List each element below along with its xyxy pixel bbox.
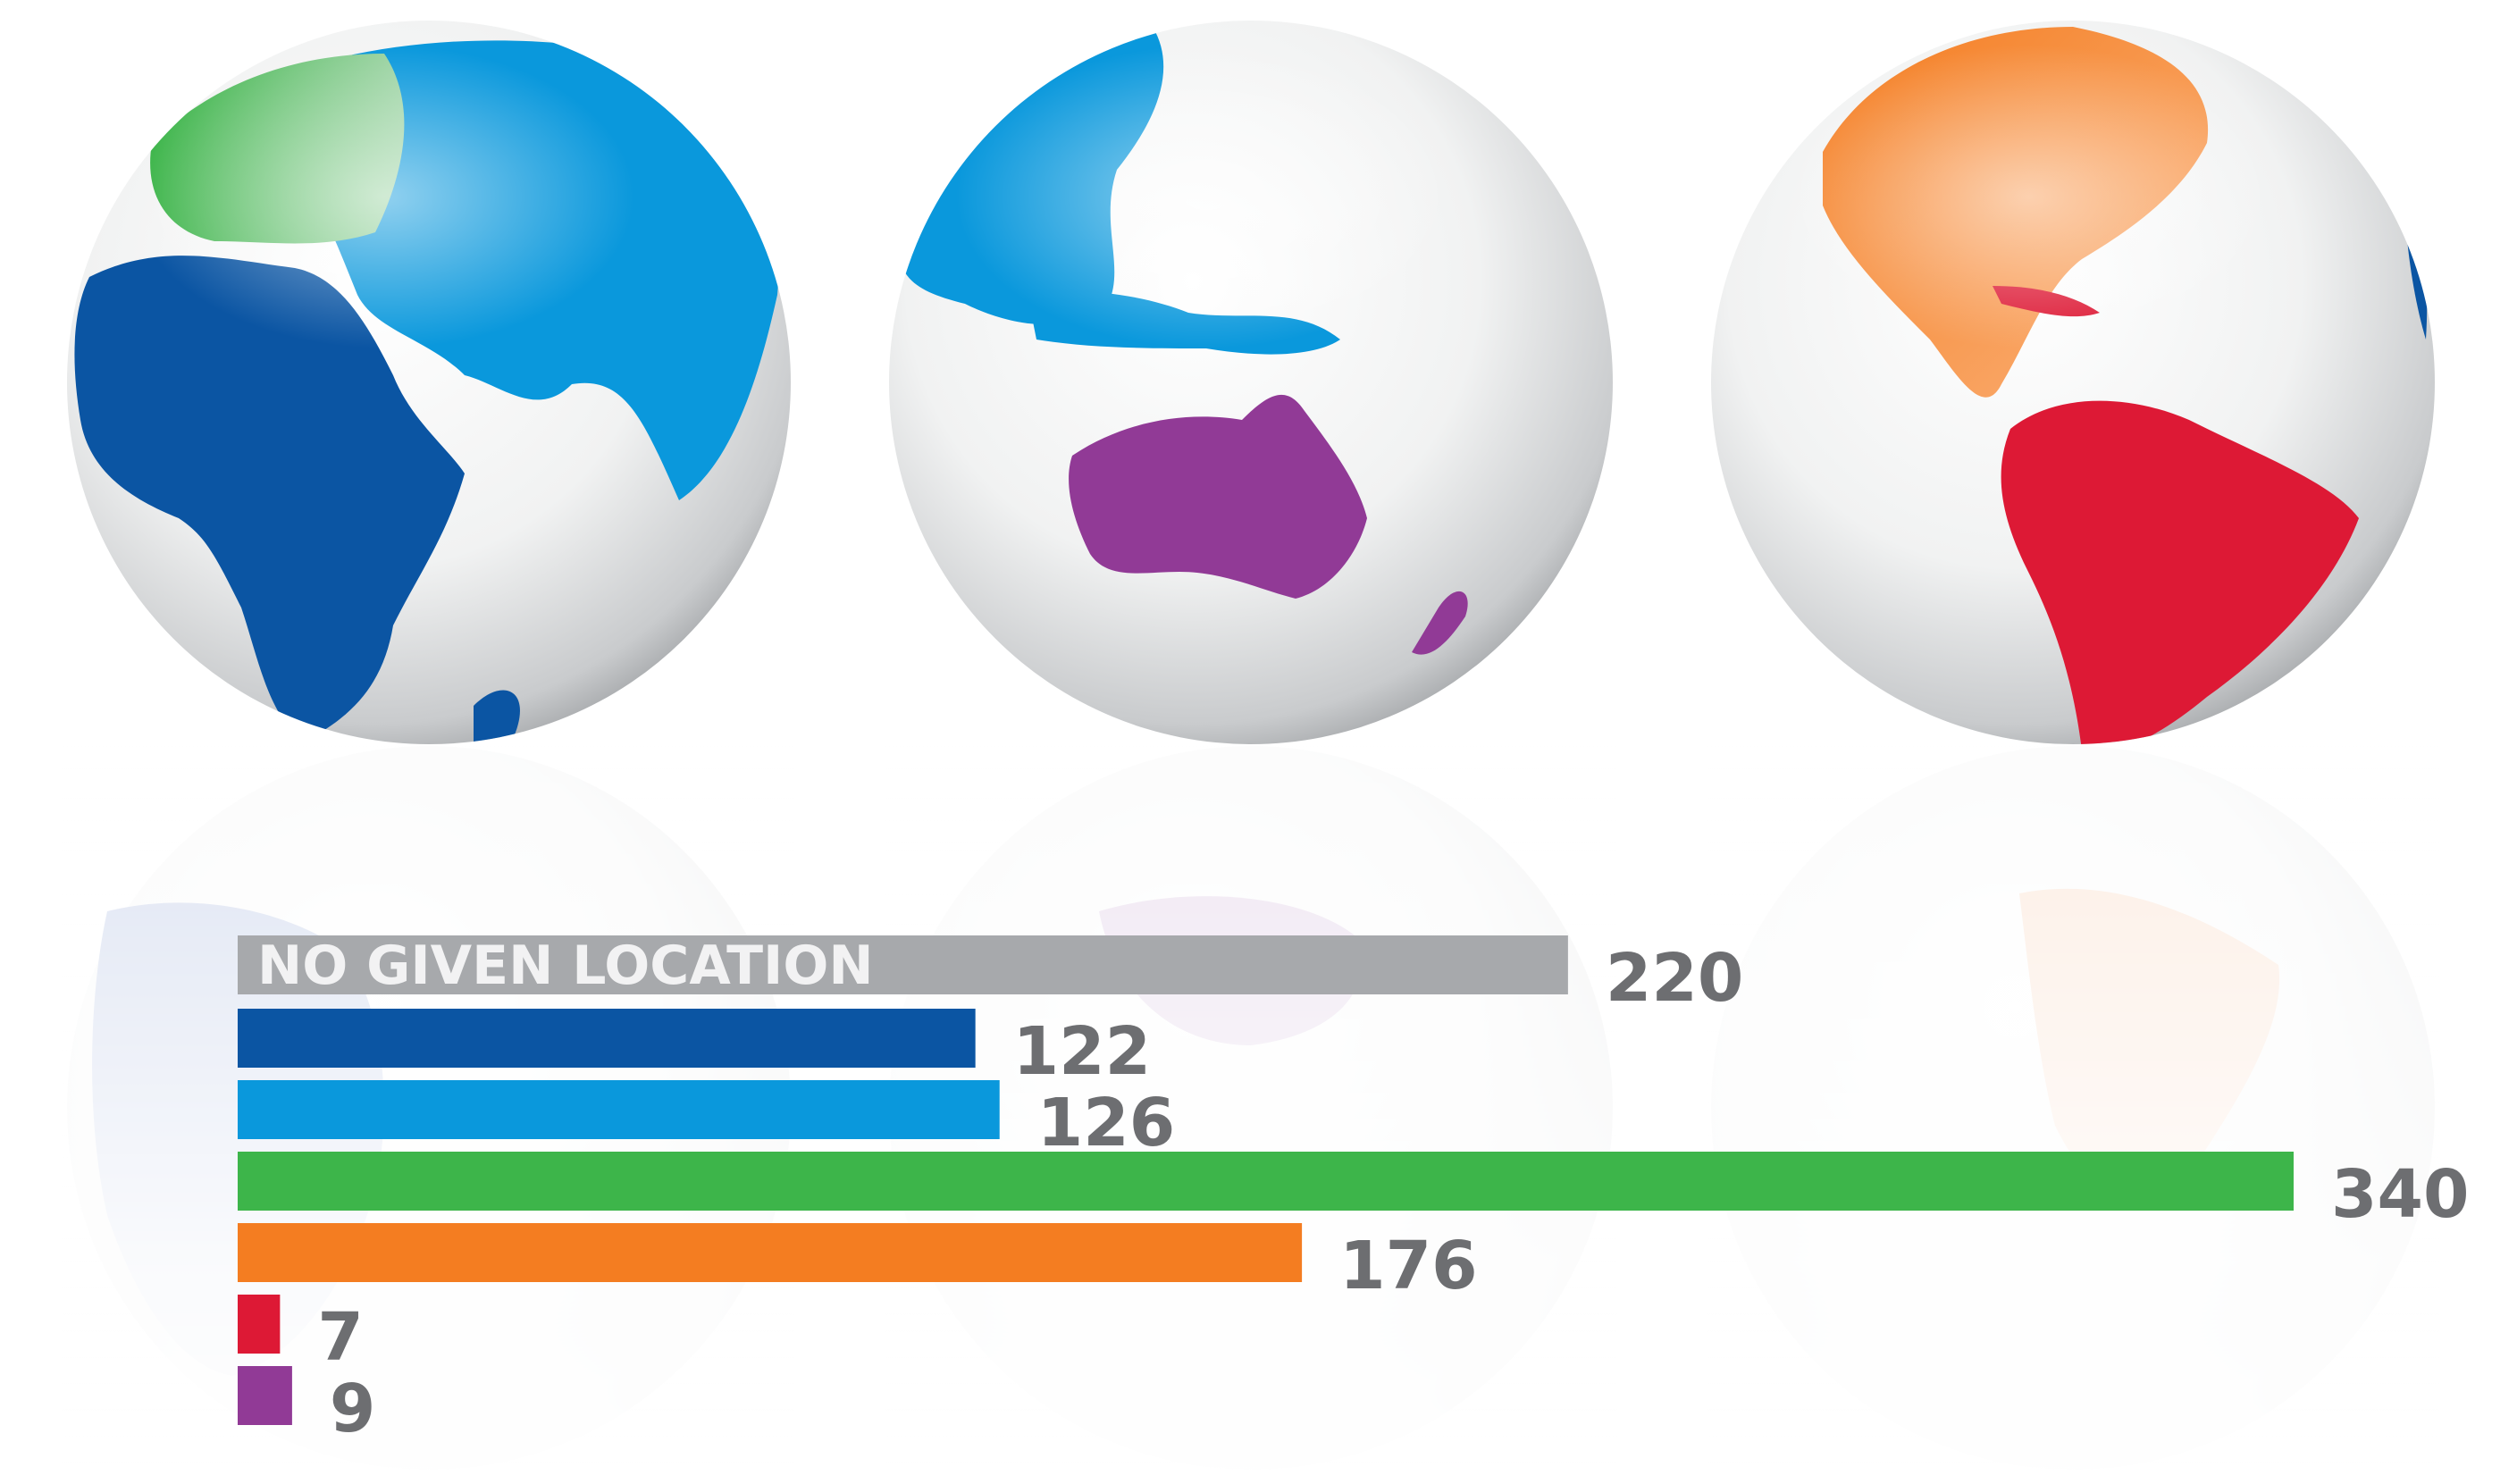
bar-3	[238, 1152, 2294, 1211]
bar-4	[238, 1223, 1303, 1282]
bar-value-label-5: 7	[317, 1299, 364, 1376]
bar-value-label-0: 220	[1606, 940, 1743, 1017]
globe-americas	[1707, 21, 2439, 1483]
bar-2	[238, 1080, 1000, 1139]
oceania-icon	[1412, 591, 1468, 655]
globe-africa-asia	[63, 21, 795, 1483]
globe-asia-australia	[885, 21, 1617, 1483]
bar-value-label-2: 126	[1037, 1085, 1175, 1161]
bar-value-label-4: 176	[1339, 1228, 1477, 1304]
bar-category-label-0: NO GIVEN LOCATION	[257, 935, 874, 997]
australia-icon	[1069, 394, 1367, 599]
bar-0	[238, 935, 1568, 994]
bar-5	[238, 1295, 281, 1354]
bar-value-label-6: 9	[330, 1371, 376, 1447]
bar-6	[238, 1366, 292, 1425]
bar-1	[238, 1009, 976, 1068]
bar-value-label-1: 122	[1013, 1013, 1151, 1090]
bar-value-label-3: 340	[2331, 1156, 2469, 1233]
africa-icon	[74, 256, 465, 742]
south-america-icon	[2001, 400, 2359, 744]
europe-edge-icon	[2409, 21, 2435, 98]
globe-reflection-3	[1707, 742, 2439, 1483]
globe-reflection-1	[63, 742, 795, 1483]
